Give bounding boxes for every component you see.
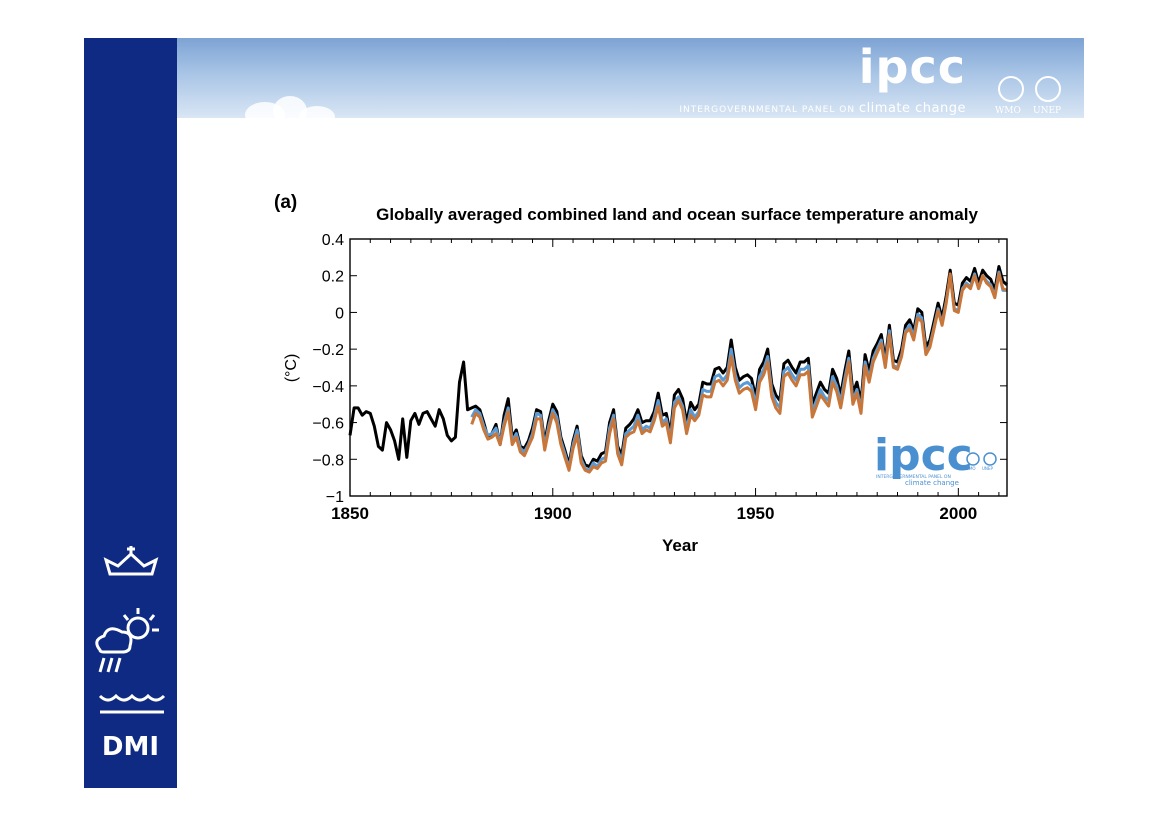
wmo-emblem-icon	[998, 76, 1024, 102]
inset-unep-icon	[983, 452, 997, 466]
y-tick-label: −1	[326, 489, 344, 506]
inset-unep-label: UNEP	[982, 466, 993, 471]
inset-wmo-icon	[966, 452, 980, 466]
cloud-shape	[273, 96, 307, 118]
x-axis-label: Year	[662, 536, 698, 555]
y-tick-label: −0.8	[312, 452, 344, 469]
weather-icon	[95, 608, 159, 673]
sidebar	[84, 38, 177, 788]
unep-label: UNEP	[1033, 106, 1062, 116]
ipcc-tagline: INTERGOVERNMENTAL PANEL ON climate chang…	[679, 101, 966, 116]
inset-tagline-1: INTERGOVERNMENTAL PANEL ON	[876, 474, 951, 480]
y-axis-label: (°C)	[283, 354, 300, 383]
x-tick-label: 1900	[534, 504, 572, 523]
y-axis-ticks: 0.4 0.2 0 −0.2 −0.4 −0.6 −0.8 −1	[312, 232, 1007, 506]
panel-label: (a)	[274, 192, 297, 213]
chart-title: Globally averaged combined land and ocea…	[376, 205, 978, 224]
x-tick-label: 2000	[939, 504, 977, 523]
y-tick-label: −0.6	[312, 416, 344, 433]
y-tick-label: 0.2	[322, 269, 344, 286]
inset-logo-text: ipcc	[874, 430, 973, 481]
y-tick-label: 0.4	[322, 232, 344, 249]
cloud-shape	[299, 106, 335, 118]
unep-emblem-icon	[1035, 76, 1061, 102]
inset-ipcc-logo: ipcc WMO UNEP INTERGOVERNMENTAL PANEL ON…	[874, 430, 997, 487]
plot-frame	[349, 238, 1008, 497]
y-tick-label: 0	[335, 305, 344, 322]
x-tick-label: 1850	[331, 504, 369, 523]
series-line-black	[348, 265, 1009, 469]
y-tick-label: −0.4	[312, 379, 344, 396]
dmi-wordmark: DMI	[101, 732, 160, 762]
inset-wmo-label: WMO	[965, 466, 976, 471]
water-waves-icon	[98, 693, 166, 714]
series-layer	[348, 265, 1009, 474]
x-tick-label: 1950	[737, 504, 775, 523]
ipcc-tagline-prefix: INTERGOVERNMENTAL PANEL ON	[679, 105, 856, 115]
crown-icon	[103, 546, 159, 576]
inset-tagline-2: climate change	[905, 479, 959, 487]
wmo-label: WMO	[995, 106, 1021, 116]
dmi-logo	[95, 546, 166, 714]
header-banner: ipcc INTERGOVERNMENTAL PANEL ON climate …	[177, 38, 1084, 118]
series-line-orange	[470, 272, 1008, 474]
y-tick-label: −0.2	[312, 342, 344, 359]
ipcc-tagline-emph: climate change	[858, 101, 966, 116]
x-axis-ticks: 1850 1900 1950 2000	[331, 239, 1000, 523]
ipcc-logo: ipcc	[858, 40, 966, 94]
temperature-chart: (a) Globally averaged combined land and …	[274, 192, 1009, 555]
